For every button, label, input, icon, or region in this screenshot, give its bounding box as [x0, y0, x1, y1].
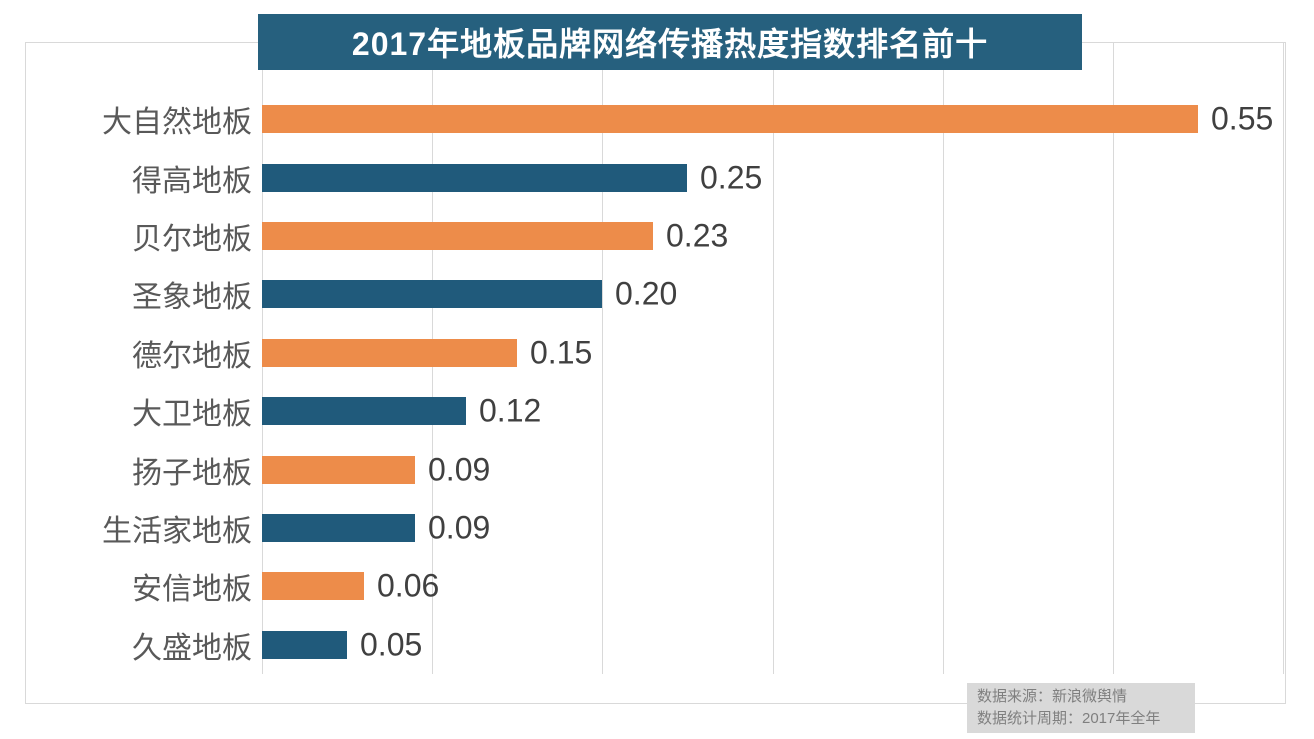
- gridline: [1283, 42, 1284, 674]
- gridline: [1113, 42, 1114, 674]
- bar-row: 得高地板 0.25: [0, 148, 1314, 206]
- bar-value-label: 0.05: [360, 626, 423, 663]
- category-label: 扬子地板: [132, 456, 252, 490]
- bar-row: 生活家地板 0.09: [0, 499, 1314, 557]
- data-source-line: 数据来源：新浪微舆情: [977, 688, 1128, 705]
- bar: [262, 163, 687, 192]
- bar-row: 扬子地板 0.09: [0, 440, 1314, 498]
- bar: [262, 105, 1198, 134]
- chart-title: 2017年地板品牌网络传播热度指数排名前十: [258, 14, 1082, 70]
- bar-row: 圣象地板 0.20: [0, 265, 1314, 323]
- bar: [262, 397, 466, 426]
- gridline: [773, 42, 774, 674]
- bar-value-label: 0.25: [700, 159, 763, 196]
- bar: [262, 514, 415, 543]
- category-label: 久盛地板: [132, 631, 252, 665]
- bar-row: 大卫地板 0.12: [0, 382, 1314, 440]
- category-label: 大卫地板: [132, 398, 252, 432]
- category-label: 安信地板: [132, 573, 252, 607]
- bar-value-label: 0.09: [428, 451, 491, 488]
- bar-value-label: 0.23: [666, 217, 729, 254]
- bar-value-label: 0.12: [479, 392, 542, 429]
- category-label: 大自然地板: [102, 106, 252, 140]
- category-label: 得高地板: [132, 164, 252, 198]
- bar: [262, 338, 517, 367]
- chart-outer-border: [25, 42, 1286, 704]
- bar: [262, 280, 602, 309]
- bar-value-label: 0.20: [615, 275, 678, 312]
- data-source-note: 数据来源：新浪微舆情 数据统计周期：2017年全年: [967, 683, 1195, 733]
- bar-row: 久盛地板 0.05: [0, 616, 1314, 674]
- bar-row: 贝尔地板 0.23: [0, 207, 1314, 265]
- category-label: 生活家地板: [102, 515, 252, 549]
- bar-value-label: 0.15: [530, 334, 593, 371]
- category-label: 德尔地板: [132, 339, 252, 373]
- bar-row: 德尔地板 0.15: [0, 324, 1314, 382]
- category-label: 贝尔地板: [132, 223, 252, 257]
- bar: [262, 572, 364, 601]
- bar-row: 安信地板 0.06: [0, 557, 1314, 615]
- bar-row: 大自然地板 0.55: [0, 90, 1314, 148]
- bar: [262, 222, 653, 251]
- data-period-line: 数据统计周期：2017年全年: [977, 710, 1161, 727]
- category-label: 圣象地板: [132, 281, 252, 315]
- bar-value-label: 0.09: [428, 509, 491, 546]
- gridline: [602, 42, 603, 674]
- bar: [262, 455, 415, 484]
- bar: [262, 630, 347, 659]
- gridline: [943, 42, 944, 674]
- bar-rows: 大自然地板 0.55 得高地板 0.25 贝尔地板 0.23 圣象地板 0.20 德尔地板 0.1…: [0, 90, 1314, 674]
- bar-value-label: 0.06: [377, 567, 440, 604]
- bar-value-label: 0.55: [1211, 100, 1274, 137]
